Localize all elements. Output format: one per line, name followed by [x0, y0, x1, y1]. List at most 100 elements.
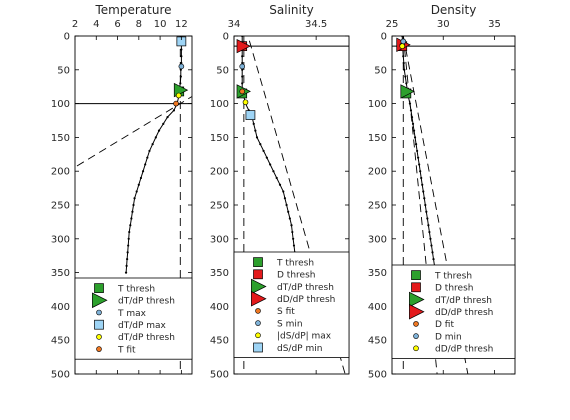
y-tick-label: 400	[51, 302, 70, 313]
profile-point	[419, 170, 422, 173]
profile-point	[272, 170, 275, 173]
panel-salinity: Salinity 34 34.5 0 50 100 150 200 250 300 350 400 45…	[210, 3, 350, 381]
profile-line	[401, 36, 437, 273]
legend-label: dT/dP thresh	[435, 296, 492, 306]
legend-label: S fit	[277, 307, 295, 317]
x-tick-label: 10	[154, 19, 167, 30]
profile-point	[131, 210, 134, 213]
y-tick-label: 450	[51, 336, 70, 347]
legend-marker	[411, 270, 421, 280]
profile-point	[127, 244, 130, 247]
y-tick-label: 250	[51, 201, 70, 212]
profile-point	[426, 217, 429, 220]
profile-point	[162, 122, 165, 125]
profile-point	[126, 251, 129, 254]
profile-point	[285, 203, 288, 207]
profile-point	[259, 143, 262, 146]
profile-point	[422, 190, 425, 193]
y-tick-label: 100	[51, 99, 70, 110]
legend-marker	[251, 290, 267, 307]
y-tick-label: 300	[51, 234, 70, 245]
profile-point	[132, 203, 135, 207]
profile-point	[172, 109, 176, 112]
profile-point	[133, 197, 136, 200]
profile-point	[157, 129, 161, 132]
legend-marker	[96, 309, 102, 316]
y-tick-label: 250	[210, 201, 229, 212]
legend-marker	[255, 320, 261, 326]
profile-point	[141, 170, 145, 173]
profile-point	[427, 224, 430, 227]
profile-point	[241, 68, 244, 71]
profile-point	[431, 251, 434, 254]
y-tick-label: 450	[368, 336, 387, 347]
y-tick-label: 500	[210, 370, 229, 381]
profile-point	[146, 156, 149, 159]
legend-label: D thresh	[277, 271, 315, 281]
y-tick-label: 350	[210, 268, 229, 279]
profile-point	[292, 237, 295, 240]
plot-area	[234, 36, 349, 374]
y-tick-label: 0	[223, 32, 229, 43]
profile-point	[241, 61, 244, 65]
marker-dd-dp-thresh	[399, 43, 406, 49]
profile-point	[275, 176, 278, 180]
legend-marker	[409, 303, 425, 320]
profile-point	[139, 176, 143, 180]
legend-label: dT/dP thresh	[118, 297, 175, 307]
legend-label: T fit	[117, 345, 136, 355]
y-tick-label: 350	[51, 268, 70, 279]
profile-point	[290, 224, 293, 227]
marker-t-max	[178, 63, 185, 70]
legend-marker	[96, 346, 102, 352]
profile-point	[180, 61, 183, 65]
y-tick-label: 500	[368, 370, 387, 381]
legend-label: T thresh	[276, 258, 314, 268]
marker-s-min	[239, 63, 246, 70]
legend-marker	[94, 319, 104, 330]
profile-point	[265, 156, 268, 159]
y-tick-label: 50	[57, 65, 70, 76]
marker-dt-dp-thresh	[400, 84, 415, 99]
legend-label: T max	[117, 309, 147, 319]
panel-title: Temperature	[94, 3, 171, 17]
x-tick-label: 4	[93, 19, 99, 30]
legend-label: D fit	[435, 320, 454, 330]
profile-point	[180, 48, 183, 51]
y-tick-label: 100	[210, 99, 229, 110]
profile-point	[412, 129, 416, 132]
legend: T thresh D thresh dT/dP thresh dD/dP thresh…	[391, 264, 516, 359]
y-tick-label: 150	[51, 133, 70, 144]
x-tick-label: 6	[114, 19, 120, 30]
profile-point	[125, 264, 128, 267]
x-tick-label: 34	[228, 19, 241, 30]
y-tick-label: 200	[51, 167, 70, 178]
y-tick-label: 300	[210, 234, 229, 245]
profile-point	[252, 122, 255, 125]
legend-marker	[409, 291, 425, 308]
y-tick-label: 500	[51, 370, 70, 381]
y-tick-label: 0	[64, 32, 70, 43]
profile-line	[125, 36, 182, 273]
legend-label: dD/dP thresh	[277, 295, 335, 305]
profile-point	[414, 143, 418, 146]
y-tick-label: 150	[210, 133, 229, 144]
panel-temperature: Temperature 2 4 6 8 10 12 0 50 100 150 200 250 300 350…	[51, 3, 193, 381]
plot-area	[75, 36, 192, 374]
y-tick-label: 0	[381, 32, 387, 43]
x-tick-label: 30	[437, 19, 450, 30]
legend-marker	[411, 282, 421, 293]
profile-point	[151, 143, 154, 146]
profile-point	[282, 190, 285, 193]
legend-label: D min	[435, 332, 462, 342]
x-tick-label: 25	[386, 19, 399, 30]
legend-marker	[253, 342, 263, 353]
y-tick-label: 400	[368, 302, 387, 313]
profile-point	[254, 129, 257, 132]
legend-marker	[94, 283, 104, 293]
legend-marker	[413, 345, 419, 352]
profile-point	[417, 156, 420, 159]
profile-point	[423, 197, 426, 200]
